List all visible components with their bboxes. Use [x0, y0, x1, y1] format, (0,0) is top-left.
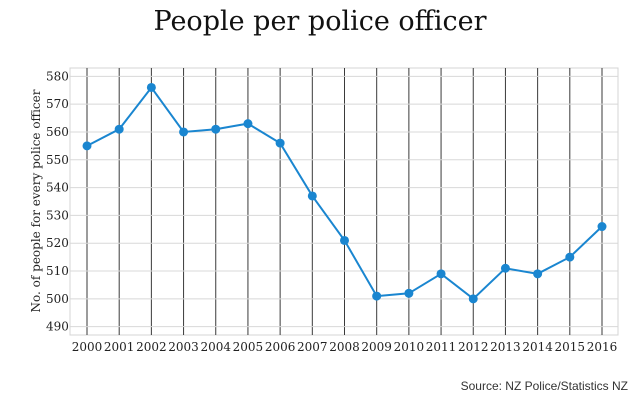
- y-tick-label: 500: [46, 292, 69, 306]
- y-axis-label: No. of people for every police officer: [29, 89, 43, 312]
- x-tick-label: 2010: [394, 340, 425, 354]
- data-point: [597, 222, 607, 232]
- data-point: [500, 263, 510, 273]
- x-tick-label: 2013: [490, 340, 521, 354]
- x-tick-label: 2002: [136, 340, 167, 354]
- x-tick-label: 2001: [104, 340, 135, 354]
- x-tick-label: 2006: [265, 340, 296, 354]
- x-tick-label: 2007: [297, 340, 328, 354]
- data-points: [82, 82, 607, 304]
- data-point: [468, 294, 478, 304]
- horizontal-gridlines: [70, 75, 618, 328]
- data-point: [146, 82, 156, 92]
- y-tick-label: 520: [46, 236, 69, 250]
- data-point: [372, 291, 382, 301]
- x-tick-labels: 2000 2001 2002 2003 2004 2005 2006 2007 2008 2009…: [72, 340, 618, 354]
- data-point: [533, 269, 543, 279]
- data-point: [243, 119, 253, 129]
- y-tick-labels: 490 500 510 520 530 540 550 560 570 580: [46, 69, 69, 333]
- x-tick-label: 2016: [587, 340, 618, 354]
- data-point: [82, 141, 92, 151]
- y-tick-label: 490: [46, 320, 69, 334]
- y-tick-label: 560: [46, 125, 69, 139]
- x-tick-label: 2008: [329, 340, 360, 354]
- x-tick-label: 2009: [361, 340, 392, 354]
- data-point: [114, 124, 124, 134]
- vertical-gridlines: [86, 68, 603, 335]
- source-note: Source: NZ Police/Statistics NZ: [460, 379, 628, 393]
- x-tick-label: 2003: [168, 340, 199, 354]
- data-point: [179, 127, 189, 137]
- data-point: [404, 288, 414, 298]
- data-point: [565, 252, 575, 262]
- x-tick-label: 2014: [522, 340, 553, 354]
- data-point: [211, 124, 221, 134]
- y-tick-label: 510: [46, 264, 69, 278]
- y-tick-label: 530: [46, 208, 69, 222]
- data-point: [340, 235, 349, 245]
- x-tick-label: 2012: [458, 340, 489, 354]
- x-tick-label: 2015: [555, 340, 586, 354]
- data-point: [436, 269, 446, 279]
- y-tick-label: 540: [46, 181, 69, 195]
- x-tick-label: 2004: [200, 340, 231, 354]
- data-point: [275, 138, 285, 148]
- x-tick-label: 2005: [233, 340, 264, 354]
- x-tick-label: 2011: [426, 340, 457, 354]
- y-tick-label: 570: [46, 97, 69, 111]
- x-tick-label: 2000: [72, 340, 103, 354]
- chart-title: People per police officer: [153, 6, 487, 37]
- y-tick-label: 550: [46, 153, 69, 167]
- y-tick-label: 580: [46, 69, 69, 83]
- data-point: [307, 191, 317, 201]
